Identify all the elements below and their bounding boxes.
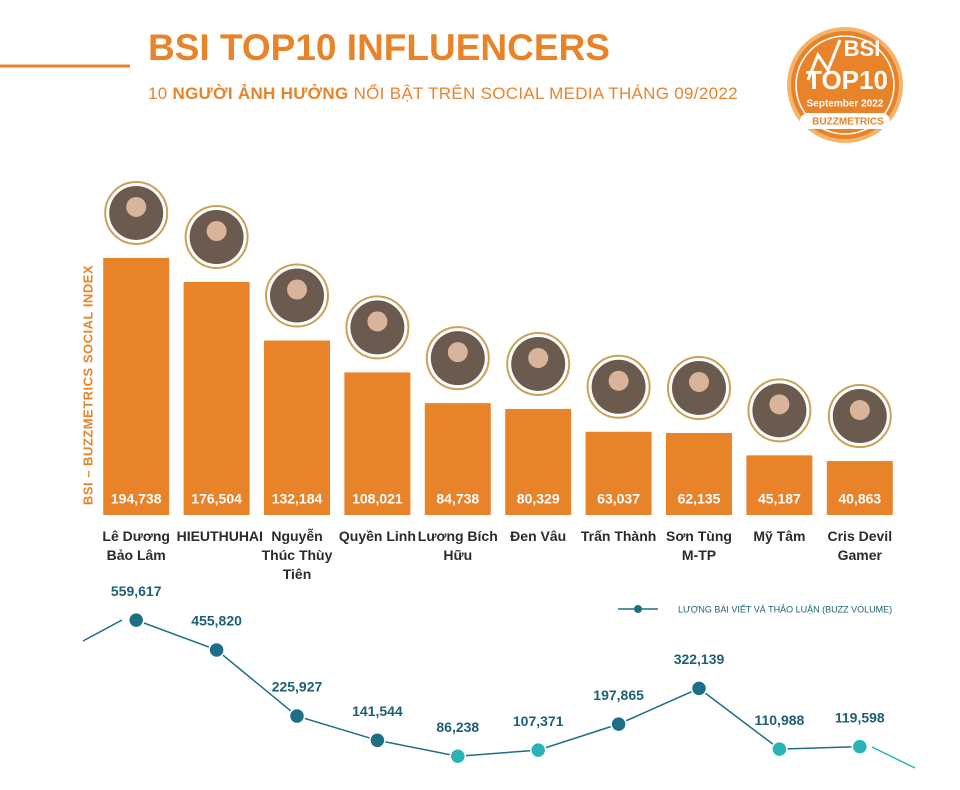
point	[529, 741, 547, 759]
category-label: Sơn Tùng M-TP	[666, 528, 732, 563]
point	[610, 715, 627, 733]
bar	[183, 282, 250, 515]
avatar-face	[769, 394, 790, 415]
bar-value-label: 108,021	[352, 491, 403, 507]
line-lead	[82, 619, 123, 642]
point	[851, 738, 869, 755]
bar	[585, 431, 652, 515]
bar-value-label: 194,738	[111, 491, 162, 507]
bar	[505, 408, 572, 515]
category-label: Đen Vâu	[510, 528, 567, 544]
subtitle: 10 NGƯỜI ẢNH HƯỞNG NỔI BẬT TRÊN SOCIAL M…	[148, 84, 738, 104]
point	[369, 732, 386, 749]
point	[449, 747, 467, 765]
category-label: Lê Dương Bảo Lâm	[102, 528, 170, 563]
bar-value-label: 45,187	[758, 491, 801, 507]
category-label: Nguyễn Thúc Thùy Tiên	[261, 528, 333, 582]
y-axis-label: BSI – BUZZMETRICS SOCIAL INDEX	[80, 265, 95, 505]
point-label: 110,988	[754, 712, 804, 728]
point-label: 322,139	[674, 651, 725, 667]
bar	[424, 403, 491, 515]
avatar-face	[447, 342, 468, 363]
bar	[826, 461, 893, 515]
logo-text: BSI	[844, 36, 881, 61]
point	[690, 680, 708, 697]
bar	[264, 340, 330, 515]
bar	[666, 432, 732, 515]
line-tail	[871, 746, 916, 769]
bar	[103, 257, 170, 515]
point-label: 225,927	[272, 679, 323, 695]
point-label: 141,544	[352, 703, 403, 719]
point-label: 107,371	[513, 713, 564, 729]
logo-pill	[800, 113, 890, 129]
bar	[746, 455, 813, 515]
subtitle-part: 10	[148, 84, 168, 103]
category-label: Lương Bích Hữu	[417, 528, 498, 563]
avatar-face	[608, 370, 629, 391]
point-label: 119,598	[835, 709, 885, 725]
logo-text: September 2022	[807, 99, 884, 110]
category-label: Quyền Linh	[338, 528, 416, 544]
avatar-face	[206, 221, 227, 242]
point	[288, 707, 306, 725]
point	[208, 641, 225, 659]
bar	[344, 372, 411, 515]
avatar-face	[287, 279, 307, 300]
category-label: Cris Devil Gamer	[827, 528, 893, 563]
bar-value-label: 80,329	[517, 491, 560, 507]
bar-value-label: 40,863	[838, 491, 881, 507]
bar-value-label: 62,135	[678, 491, 721, 507]
subtitle-part: NỔI BẬT TRÊN SOCIAL MEDIA THÁNG 09/2022	[353, 84, 738, 103]
logo-text: TOP10	[806, 65, 888, 95]
legend-marker	[634, 605, 642, 613]
bar-value-label: 176,504	[191, 491, 242, 507]
point-label: 197,865	[593, 687, 644, 703]
logo: BSI TOP10 September 2022 BUZZMETRICS	[787, 27, 903, 143]
point-label: 559,617	[111, 583, 162, 599]
legend-label: LƯỢNG BÀI VIẾT VÀ THẢO LUẬN (BUZZ VOLUME…	[678, 603, 892, 614]
avatar-face	[689, 371, 709, 392]
category-label: HIEUTHUHAI	[176, 528, 263, 544]
category-label: Trấn Thành	[580, 528, 657, 544]
bar-value-label: 132,184	[272, 491, 323, 507]
avatar-face	[528, 347, 549, 368]
point	[127, 611, 145, 629]
bar-value-label: 84,738	[436, 491, 479, 507]
logo-ring	[795, 35, 895, 135]
point	[771, 740, 788, 758]
bar-value-label: 63,037	[597, 491, 640, 507]
category-label: Mỹ Tâm	[753, 528, 806, 544]
point-label: 86,238	[436, 719, 479, 735]
point-label: 455,820	[191, 613, 242, 629]
subtitle-part: NGƯỜI ẢNH HƯỞNG	[172, 84, 349, 103]
logo-spark	[806, 39, 842, 81]
logo-text: BUZZMETRICS	[812, 117, 884, 128]
avatar-face	[849, 400, 870, 421]
title: BSI TOP10 INFLUENCERS	[148, 27, 610, 68]
line	[135, 619, 860, 757]
avatar-face	[367, 311, 388, 332]
avatar-face	[126, 196, 147, 217]
